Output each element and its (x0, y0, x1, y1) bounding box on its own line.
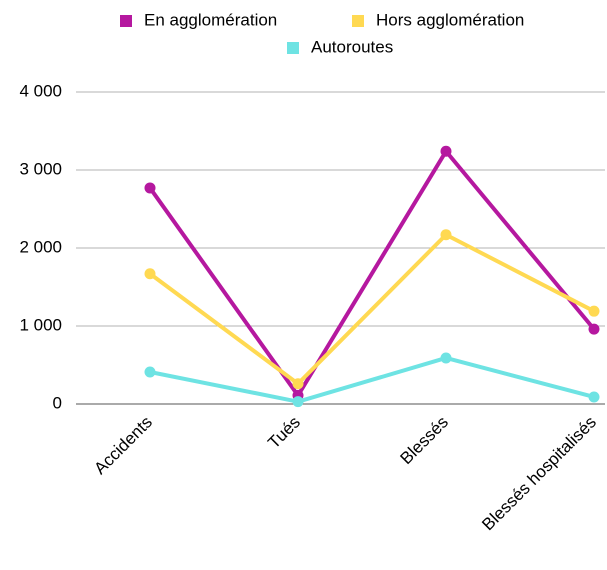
legend-label: Hors agglomération (376, 10, 524, 29)
y-tick-label: 1 000 (19, 315, 62, 334)
legend-label: Autoroutes (311, 37, 393, 56)
y-tick-label: 3 000 (19, 159, 62, 178)
point (440, 229, 452, 241)
x-tick-label: Tués (264, 413, 304, 453)
line (149, 355, 595, 404)
point (588, 305, 600, 317)
point (144, 366, 156, 378)
point (144, 182, 156, 194)
point (292, 396, 304, 408)
point (144, 268, 156, 280)
point (440, 352, 452, 364)
legend-label: En agglomération (144, 10, 277, 29)
legend-swatch (352, 15, 364, 27)
y-tick-label: 0 (53, 393, 62, 412)
line (148, 149, 596, 398)
x-tick-label: Blessés hospitalisés (478, 413, 600, 535)
x-tick-label: Blessés (396, 413, 452, 469)
line (148, 232, 595, 386)
point (440, 145, 452, 157)
y-tick-label: 2 000 (19, 237, 62, 256)
point (588, 323, 600, 335)
point (292, 378, 304, 390)
point (588, 391, 600, 403)
x-tick-label: Accidents (90, 413, 156, 479)
y-tick-label: 4 000 (19, 81, 62, 100)
legend-swatch (120, 15, 132, 27)
legend-swatch (287, 42, 299, 54)
